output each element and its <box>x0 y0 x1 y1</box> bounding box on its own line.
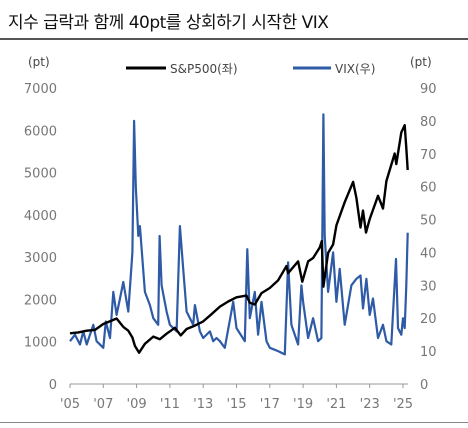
y-left-tick-label: 7000 <box>24 82 57 97</box>
y-left-tick-label: 6000 <box>24 124 57 139</box>
y-left-unit: (pt) <box>28 55 50 69</box>
legend-sp500-label: S&P500(좌) <box>170 62 238 76</box>
title-divider <box>0 38 468 40</box>
y-left-tick-label: 5000 <box>24 167 57 182</box>
x-tick-label: '17 <box>260 397 280 412</box>
y-right-tick-label: 80 <box>420 115 437 130</box>
x-tick-label: '21 <box>326 397 346 412</box>
x-tick-label: '11 <box>160 397 180 412</box>
y-left-tick-label: 0 <box>49 378 57 393</box>
series-sp500-line <box>69 124 409 354</box>
x-tick-label: '25 <box>393 397 413 412</box>
legend: S&P500(좌) VIX(우) <box>126 62 375 76</box>
y-right-tick-label: 10 <box>420 345 437 360</box>
x-tick-label: '07 <box>93 397 113 412</box>
y-right-tick-label: 90 <box>420 82 437 97</box>
y-right-tick-label: 0 <box>420 378 428 393</box>
x-tick-label: '05 <box>60 397 80 412</box>
y-right-tick-label: 60 <box>420 181 437 196</box>
y-left-tick-label: 1000 <box>24 336 57 351</box>
x-tick-label: '13 <box>193 397 213 412</box>
legend-vix-label: VIX(우) <box>335 62 375 76</box>
axes: 0 1000 2000 3000 4000 5000 6000 7000 0 10 20 30 40 50… <box>24 55 437 412</box>
chart-title: 지수 급락과 함께 40pt를 상회하기 시작한 VIX <box>8 13 329 33</box>
y-right-tick-label: 50 <box>420 214 437 229</box>
x-tick-label: '09 <box>127 397 147 412</box>
y-right-tick-label: 30 <box>420 279 437 294</box>
y-right-tick-label: 20 <box>420 312 437 327</box>
x-tick-label: '23 <box>360 397 380 412</box>
bottom-divider <box>0 422 468 423</box>
y-left-tick-label: 3000 <box>24 251 57 266</box>
series-vix-line <box>69 113 409 356</box>
y-left-tick-label: 4000 <box>24 209 57 224</box>
y-right-tick-label: 40 <box>420 246 437 261</box>
y-left-tick-label: 2000 <box>24 293 57 308</box>
x-tick-label: '19 <box>293 397 313 412</box>
series-layer <box>69 113 409 356</box>
x-tick-label: '15 <box>226 397 246 412</box>
y-right-unit: (pt) <box>410 55 432 69</box>
y-right-tick-label: 70 <box>420 148 437 163</box>
